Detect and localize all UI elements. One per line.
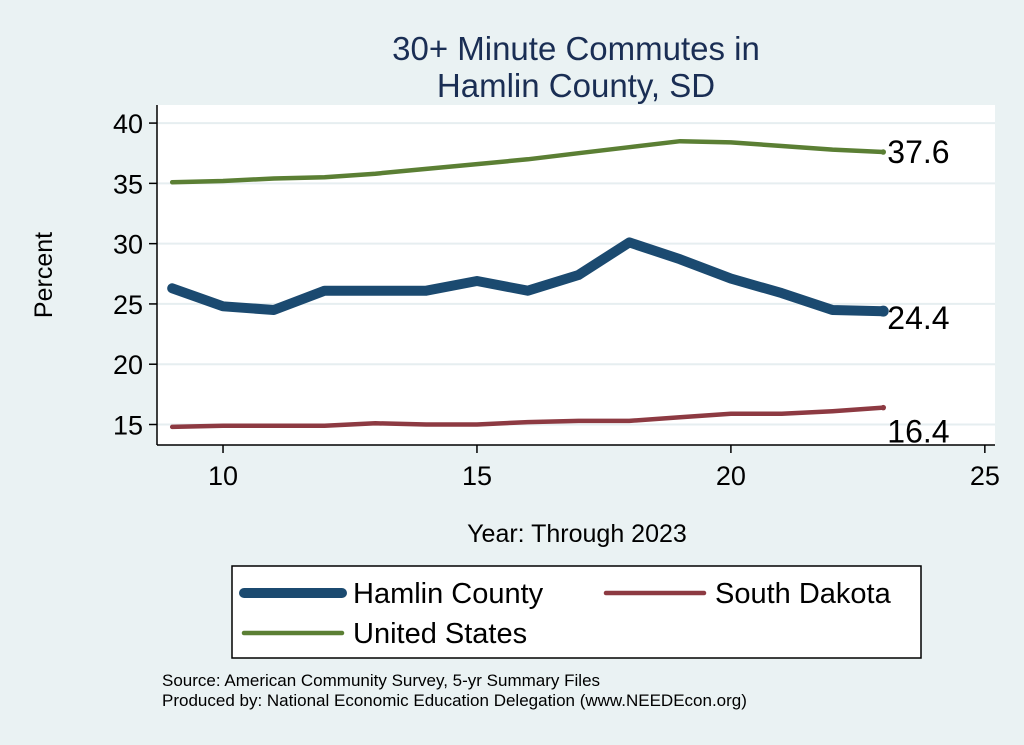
x-tick-label-10: 10	[208, 461, 238, 491]
legend-label-united-states: United States	[353, 618, 527, 650]
legend-box	[231, 565, 922, 659]
series-line-united-states	[169, 138, 886, 185]
produced-by-note: Produced by: National Economic Education…	[162, 691, 747, 710]
end-label-united-states: 37.6	[887, 134, 949, 170]
y-tick-label-25: 25	[113, 290, 143, 320]
legend: Hamlin County South Dakota United States	[231, 565, 922, 659]
x-tick-label-20: 20	[716, 461, 746, 491]
x-tick-label-25: 25	[970, 461, 1000, 491]
end-labels: 16.4 37.6 24.4	[887, 134, 949, 450]
end-point-south-dakota	[880, 404, 887, 411]
x-tick-label-15: 15	[462, 461, 492, 491]
y-tick-label-40: 40	[113, 109, 143, 139]
chart-title-line-2: Hamlin County, SD	[437, 67, 715, 104]
end-point-united-states	[880, 149, 887, 155]
axes: 15 20 25 30 35 40 10 15 20 25	[113, 105, 1000, 491]
legend-label-south-dakota: South Dakota	[715, 578, 892, 610]
end-label-hamlin-county: 24.4	[887, 300, 949, 336]
x-axis-label: Year: Through 2023	[467, 520, 687, 548]
footer: Source: American Community Survey, 5-yr …	[162, 671, 747, 711]
series-lines	[167, 138, 889, 430]
source-note: Source: American Community Survey, 5-yr …	[162, 671, 601, 690]
chart-title-line-1: 30+ Minute Commutes in	[392, 30, 760, 67]
legend-label-hamlin-county: Hamlin County	[353, 578, 544, 610]
y-tick-label-30: 30	[113, 230, 143, 260]
y-tick-label-20: 20	[113, 350, 143, 380]
end-point-hamlin-county	[877, 305, 889, 317]
y-tick-label-15: 15	[113, 411, 143, 441]
y-axis-label: Percent	[30, 232, 58, 318]
series-line-hamlin-county	[167, 237, 889, 317]
series-line-south-dakota	[169, 405, 886, 430]
end-label-south-dakota: 16.4	[887, 414, 949, 450]
y-tick-label-35: 35	[113, 169, 143, 199]
